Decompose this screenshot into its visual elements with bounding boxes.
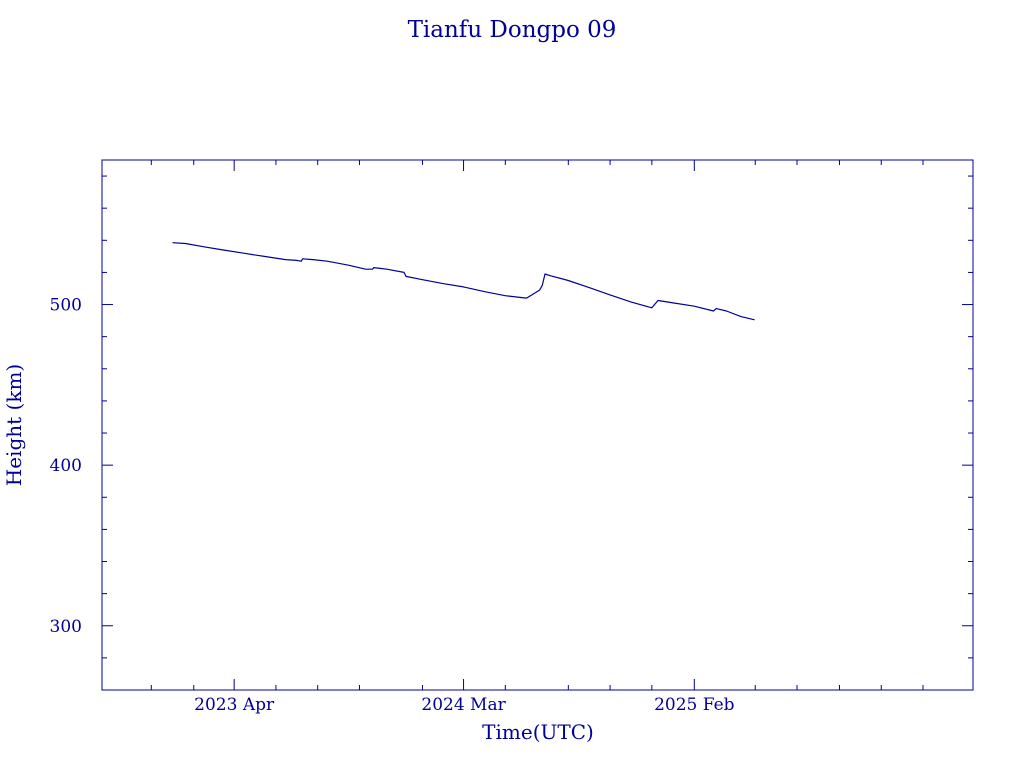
x-axis-ticks: 2023 Apr 2024 Mar 2025 Feb [150, 160, 924, 715]
y-axis-ticks: 300 400 500 [50, 175, 973, 691]
series-layer [172, 242, 755, 321]
x-tick-label: 2024 Mar [421, 695, 506, 715]
y-tick-label: 400 [50, 456, 82, 476]
y-tick-label: 300 [50, 617, 82, 637]
x-tick-label: 2025 Feb [654, 695, 735, 715]
y-axis-label: Height (km) [2, 364, 26, 486]
x-tick-label: 2023 Apr [194, 695, 275, 715]
y-tick-label: 500 [50, 296, 82, 316]
plot-frame [101, 159, 974, 691]
x-axis-label: Time(UTC) [482, 720, 594, 744]
height-series-line [172, 242, 755, 321]
chart-title: Tianfu Dongpo 09 [408, 17, 617, 43]
